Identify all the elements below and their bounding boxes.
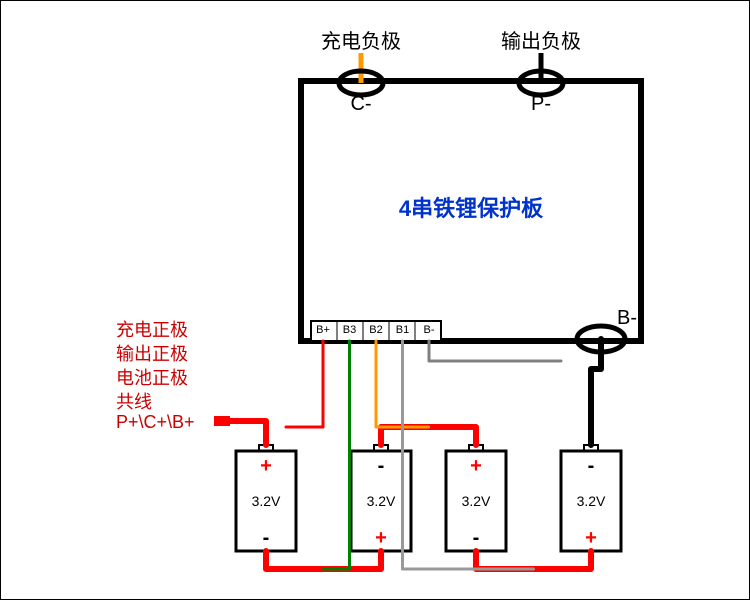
battery-1-top-polarity: + (260, 455, 272, 478)
b-minus-label: B- (617, 307, 637, 330)
battery-3-voltage: 3.2V (462, 493, 491, 509)
wire-pplus-to-bat1 (230, 421, 266, 445)
pin-b1: B1 (396, 324, 409, 336)
pin-b2: B2 (369, 324, 382, 336)
wire-bat4-to-bminus (591, 339, 601, 445)
pin-b3: B3 (343, 324, 356, 336)
left-text-line-1: 输出正极 (116, 340, 188, 366)
board-title: 4串铁锂保护板 (399, 191, 543, 223)
pin-b-: B- (424, 324, 435, 336)
battery-3-top-polarity: + (470, 455, 482, 478)
battery-4-voltage: 3.2V (577, 493, 606, 509)
battery-1-bottom-polarity: - (263, 527, 270, 550)
battery-1-voltage: 3.2V (252, 493, 281, 509)
p-minus-label-above: 输出负极 (501, 25, 581, 54)
left-text-line-2: 电池正极 (116, 364, 188, 390)
c-minus-label-below: C- (350, 93, 371, 116)
battery-2-voltage: 3.2V (367, 493, 396, 509)
battery-2-top-polarity: - (378, 455, 385, 478)
left-text-line-0: 充电正极 (116, 316, 188, 342)
wire-bat3-bat4-series (476, 551, 591, 569)
c-minus-label-above: 充电负极 (321, 25, 401, 54)
wire-bat2-bat3-series (381, 427, 476, 445)
battery-2-bottom-polarity: + (375, 527, 387, 550)
battery-4-top-polarity: - (588, 455, 595, 478)
p-minus-label-below: P- (531, 93, 551, 116)
battery-3-bottom-polarity: - (473, 527, 480, 550)
wire-balance-b3 (324, 341, 350, 569)
wire-bat1-bat2-series (266, 551, 381, 569)
pin-b+: B+ (316, 324, 330, 336)
left-text-line-3: 共线 (116, 388, 152, 414)
battery-4-bottom-polarity: + (585, 527, 597, 550)
left-text-line-4: P+\C+\B+ (116, 412, 195, 433)
